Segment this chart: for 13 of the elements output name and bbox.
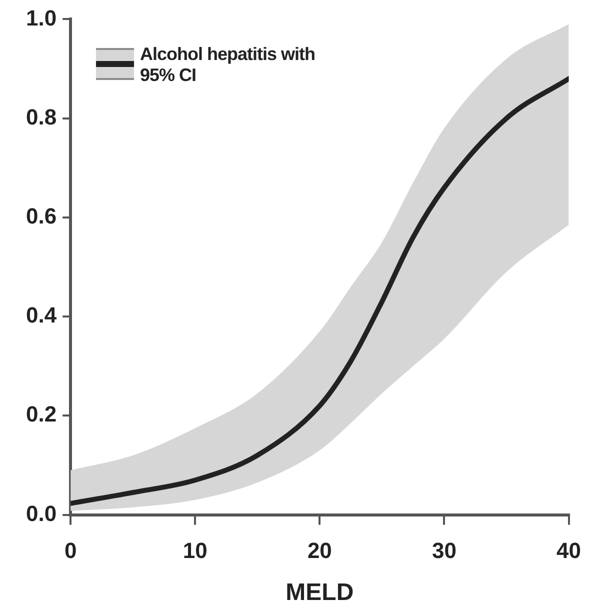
y-tick-label: 0.2: [26, 402, 57, 427]
y-tick-label: 0.6: [26, 204, 57, 229]
x-tick-label: 40: [556, 538, 582, 564]
x-axis-title: MELD: [286, 579, 354, 606]
y-tick-label: 0.4: [26, 302, 58, 328]
y-tick-label: 0.0: [26, 500, 57, 526]
y-tick-label: 1.0: [26, 5, 57, 30]
x-tick-label: 10: [182, 538, 208, 564]
x-tick-label: 0: [64, 538, 77, 564]
y-tick-label: 0.8: [26, 104, 57, 130]
legend-label: Alcohol hepatitis with 95% CI: [140, 44, 316, 86]
x-tick-label: 20: [307, 538, 332, 564]
x-tick-label: 30: [432, 538, 456, 564]
